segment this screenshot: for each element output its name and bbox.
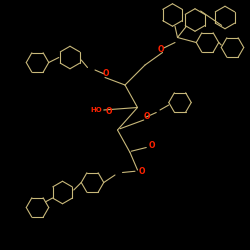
Text: O: O — [157, 45, 164, 54]
Text: HO: HO — [90, 108, 102, 114]
Text: O: O — [144, 112, 150, 121]
Text: O: O — [149, 141, 155, 150]
Text: O: O — [106, 107, 112, 116]
Text: O: O — [103, 68, 110, 78]
Text: O: O — [139, 167, 145, 176]
